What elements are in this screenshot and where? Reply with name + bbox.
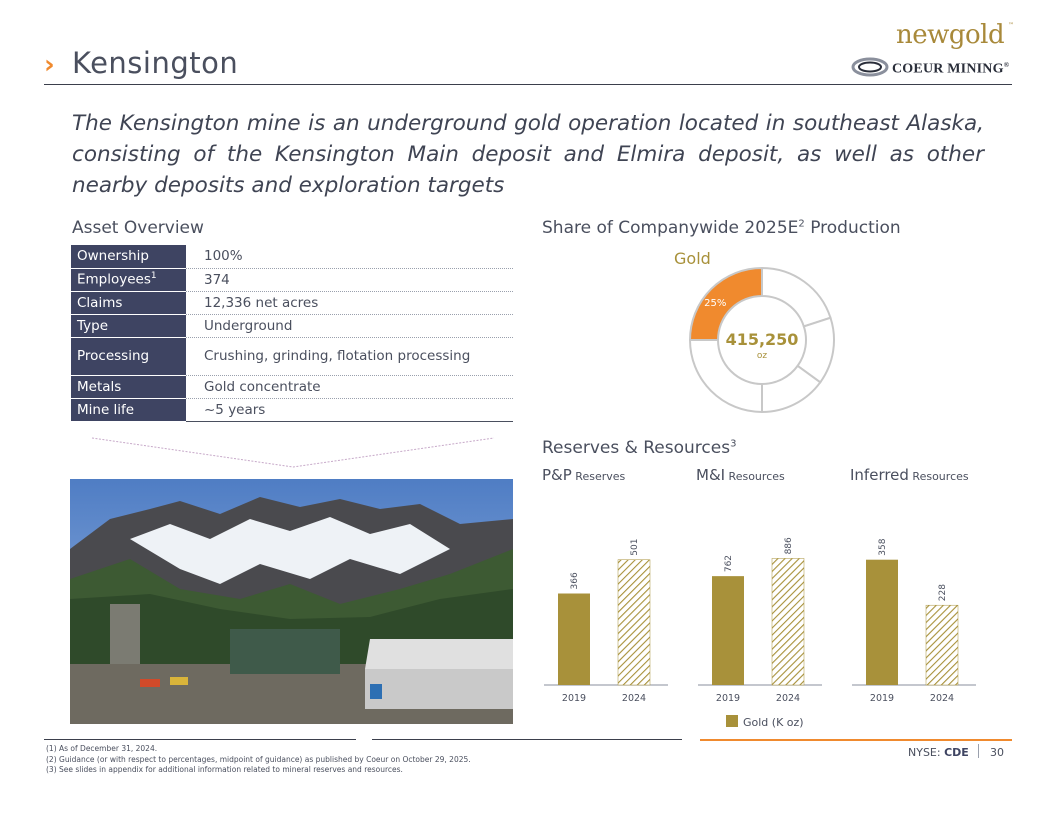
footnote: (3) See slides in appendix for additiona… [46, 765, 403, 774]
production-donut: Gold 25% 415,250 oz [674, 249, 835, 414]
donut-center-value: 415,250 [726, 330, 799, 349]
bar-value-label: 366 [570, 572, 580, 589]
overview-key: Mine life [71, 398, 186, 422]
callout-arrow [91, 437, 495, 468]
overview-value: 100% [186, 245, 513, 269]
donut-segment [761, 266, 832, 328]
bar-value-label: 762 [724, 555, 734, 572]
bar [925, 604, 959, 686]
overview-value: ~5 years [186, 398, 513, 422]
reserves-heading: Reserves & Resources3 [542, 438, 737, 458]
intro-paragraph: The Kensington mine is an underground go… [72, 111, 984, 198]
footnote: (1) As of December 31, 2024. [46, 744, 158, 753]
bar-chart-title-main: M&I [696, 466, 725, 484]
table-row: Type Underground [71, 314, 513, 338]
reserves-bar-charts: P&P Reserves 366 2019 501 2024 M&I Resources 7… [542, 466, 976, 729]
donut-title: Gold [674, 249, 711, 268]
overview-key: Processing [71, 337, 186, 376]
ticker-label: NYSE: CDE [908, 746, 969, 759]
table-row: Claims 12,336 net acres [71, 291, 513, 315]
bar-category-label: 2024 [622, 693, 646, 704]
share-production-heading: Share of Companywide 2025E2 Production [542, 218, 901, 238]
bar-category-label: 2019 [870, 693, 894, 704]
table-row: Metals Gold concentrate [71, 375, 513, 399]
bar-value-label: 358 [878, 538, 888, 555]
table-row: Processing Crushing, grinding, flotation… [71, 337, 513, 376]
overview-key: Employees1 [71, 268, 186, 292]
footer-accent-divider [700, 739, 1012, 741]
table-row: Employees1 374 [71, 268, 513, 292]
overview-value: Gold concentrate [186, 375, 513, 399]
legend-label: Gold (K oz) [743, 716, 804, 729]
newgold-logo-tm: ™ [1008, 22, 1014, 29]
bar [617, 559, 651, 686]
bar [866, 559, 898, 685]
bar-chart-title-main: Inferred [850, 466, 909, 484]
footer-divider [372, 739, 682, 740]
page-number: 30 [990, 746, 1004, 759]
bar-value-label: 886 [784, 537, 794, 554]
bar-chart-title: P&P Reserves [542, 466, 626, 484]
overview-value: Crushing, grinding, flotation processing [186, 337, 513, 376]
page-number-divider [978, 744, 979, 758]
bar-category-label: 2024 [776, 693, 800, 704]
overview-value: 12,336 net acres [186, 291, 513, 315]
coeur-logo-text: COEUR MINING® [892, 61, 1010, 77]
bar-chart-subtitle: Resources [725, 470, 785, 483]
footer-divider [44, 739, 356, 740]
overview-value: Underground [186, 314, 513, 338]
bar-chart-title-main: P&P [542, 466, 572, 484]
charts-panel: Gold 25% 415,250 oz P&P Reserves 366 2019 501 2… [542, 249, 976, 729]
donut-segment-kensington [688, 266, 763, 341]
bar [558, 593, 590, 685]
bar-category-label: 2019 [716, 693, 740, 704]
bar-category-label: 2019 [562, 693, 586, 704]
footnotes: (1) As of December 31, 2024. (2) Guidanc… [46, 744, 471, 776]
overview-key: Metals [71, 375, 186, 399]
bar-chart-title: M&I Resources [696, 466, 785, 484]
bar-value-label: 228 [938, 584, 948, 601]
newgold-logo: newgold [896, 20, 1005, 50]
bar-category-label: 2024 [930, 693, 954, 704]
asset-overview-heading: Asset Overview [72, 218, 204, 238]
overview-key: Claims [71, 291, 186, 315]
donut-segment-label: 25% [704, 298, 726, 309]
title-divider [44, 84, 1012, 85]
table-row: Mine life ~5 years [71, 398, 513, 422]
overview-value: 374 [186, 268, 513, 292]
bar [712, 576, 744, 685]
mine-site-photo [70, 479, 513, 724]
bar-chart-subtitle: Resources [909, 470, 969, 483]
page-title: Kensington [72, 46, 239, 80]
bar-value-label: 501 [630, 539, 640, 556]
legend-swatch [726, 715, 738, 727]
chevron-right-icon: › [44, 50, 55, 80]
bar-chart-title: Inferred Resources [850, 466, 969, 484]
footnote: (2) Guidance (or with respect to percent… [46, 754, 471, 764]
donut-center-unit: oz [757, 351, 768, 361]
overview-key: Ownership [71, 245, 186, 269]
asset-overview-table: Ownership 100% Employees1 374 Claims 12,… [71, 245, 513, 422]
bar-chart-subtitle: Reserves [572, 470, 626, 483]
table-row: Ownership 100% [71, 245, 513, 269]
overview-key: Type [71, 314, 186, 338]
bar [771, 558, 805, 686]
coeur-logo-mark [851, 57, 889, 77]
donut-segment [688, 339, 763, 414]
